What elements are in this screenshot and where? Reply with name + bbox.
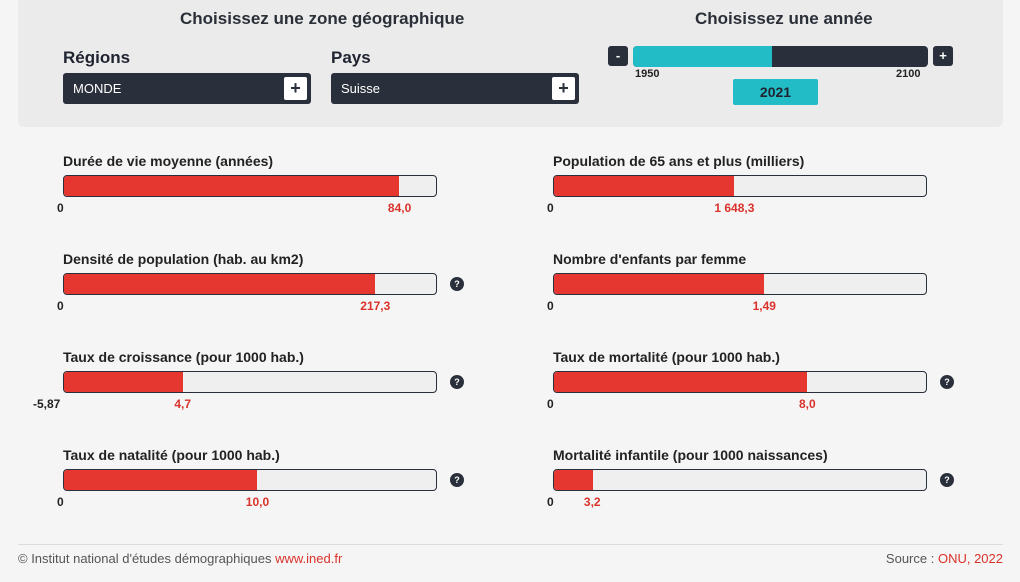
indicator-bar-fill <box>554 176 735 196</box>
indicator-title: Taux de croissance (pour 1000 hab.) <box>63 349 304 365</box>
help-icon[interactable]: ? <box>940 473 954 487</box>
year-minus-button[interactable]: - <box>608 46 628 66</box>
indicator-bar <box>553 371 927 393</box>
indicator-title: Durée de vie moyenne (années) <box>63 153 274 169</box>
source-label: Source : <box>885 551 938 566</box>
copyright-text: © Institut national d'études démographiq… <box>18 551 272 566</box>
help-icon[interactable]: ? <box>450 375 464 389</box>
indicator-bar <box>63 175 437 197</box>
year-plus-button[interactable]: + <box>933 46 953 66</box>
regions-select[interactable]: MONDE + <box>63 73 311 104</box>
indicator-min: 0 <box>57 299 64 313</box>
indicator-bar <box>553 469 927 491</box>
year-start-label: 1950 <box>635 68 660 80</box>
indicator-title: Mortalité infantile (pour 1000 naissance… <box>553 447 828 463</box>
indicator-title: Population de 65 ans et plus (milliers) <box>553 153 805 169</box>
indicator-title: Taux de mortalité (pour 1000 hab.) <box>553 349 780 365</box>
indicator-value: 3,2 <box>583 495 601 509</box>
indicator-value: 217,3 <box>360 299 391 313</box>
indicator-bar-fill <box>554 372 807 392</box>
indicator-value: 10,0 <box>245 495 270 509</box>
year-slider[interactable] <box>633 46 928 67</box>
indicator-min: 0 <box>57 201 64 215</box>
help-icon[interactable]: ? <box>450 473 464 487</box>
pays-value: Suisse <box>341 81 381 96</box>
indicator-bar <box>63 469 437 491</box>
indicator-min: 0 <box>57 495 64 509</box>
pays-plus-button[interactable]: + <box>552 77 575 100</box>
ined-link[interactable]: www.ined.fr <box>275 551 343 566</box>
footer-source: Source : ONU, 2022 <box>886 551 1003 566</box>
indicator-bar <box>63 371 437 393</box>
indicator-bar-fill <box>64 274 375 294</box>
regions-plus-button[interactable]: + <box>284 77 307 100</box>
footer-divider <box>18 544 1003 545</box>
source-link[interactable]: ONU, 2022 <box>937 551 1003 566</box>
indicator-min: 0 <box>547 201 554 215</box>
indicator-min: -5,87 <box>33 397 61 411</box>
regions-value: MONDE <box>73 81 122 96</box>
indicator-value: 84,0 <box>387 201 412 215</box>
indicator-bar <box>553 175 927 197</box>
indicator-min: 0 <box>547 299 554 313</box>
current-year: 2021 <box>733 79 818 105</box>
indicator-value: 1 648,3 <box>714 201 755 215</box>
indicator-title: Nombre d'enfants par femme <box>553 251 747 267</box>
indicator-min: 0 <box>547 397 554 411</box>
indicator-bar <box>553 273 927 295</box>
indicator-min: 0 <box>547 495 554 509</box>
indicator-value: 8,0 <box>798 397 816 411</box>
footer-copyright: © Institut national d'études démographiq… <box>18 551 342 566</box>
regions-label: Régions <box>63 48 131 67</box>
indicator-bar-fill <box>554 470 594 490</box>
indicator-bar-fill <box>554 274 765 294</box>
pays-label: Pays <box>331 48 371 67</box>
year-slider-fill <box>633 46 772 67</box>
indicator-bar <box>63 273 437 295</box>
indicator-value: 4,7 <box>174 397 192 411</box>
pays-select[interactable]: Suisse + <box>331 73 579 104</box>
indicator-value: 1,49 <box>752 299 776 313</box>
indicator-title: Taux de natalité (pour 1000 hab.) <box>63 447 280 463</box>
year-end-label: 2100 <box>896 68 921 80</box>
year-title: Choisissez une année <box>695 9 873 28</box>
indicator-bar-fill <box>64 176 399 196</box>
zone-title: Choisissez une zone géographique <box>180 9 465 28</box>
indicator-bar-fill <box>64 470 258 490</box>
help-icon[interactable]: ? <box>450 277 464 291</box>
indicator-title: Densité de population (hab. au km2) <box>63 251 304 267</box>
indicator-bar-fill <box>64 372 184 392</box>
help-icon[interactable]: ? <box>940 375 954 389</box>
